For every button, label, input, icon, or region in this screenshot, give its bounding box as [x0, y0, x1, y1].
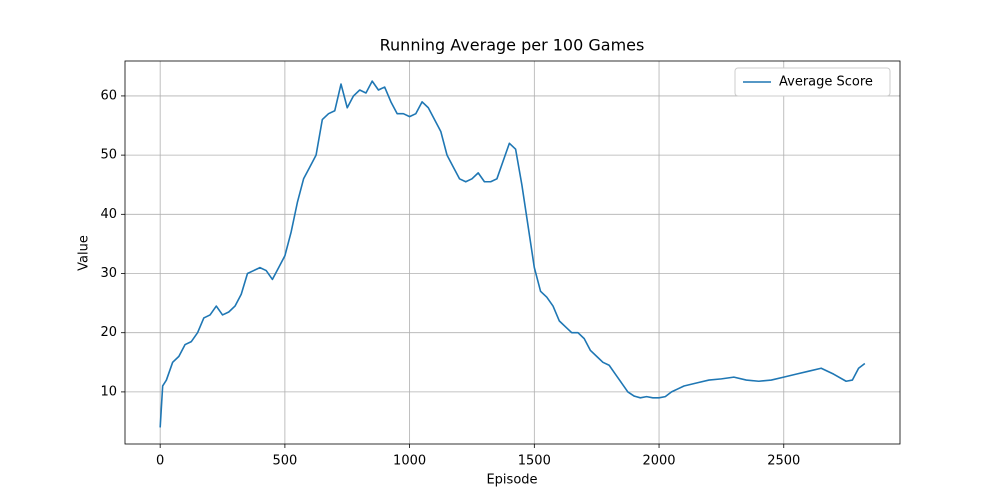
y-tick-label: 40 [100, 207, 117, 222]
y-tick-label: 30 [100, 266, 117, 281]
y-tick-label: 50 [100, 148, 117, 163]
x-tick-label: 1000 [393, 454, 426, 469]
x-axis-label: Episode [486, 473, 537, 488]
x-tick-label: 1500 [518, 454, 551, 469]
line [159, 80, 866, 428]
y-tick-label: 60 [100, 88, 117, 103]
y-tick-label: 20 [100, 325, 117, 340]
x-tick-label: 2000 [642, 454, 675, 469]
y-tick-label: 10 [100, 384, 117, 399]
x-tick-label: 500 [272, 454, 297, 469]
x-tick-label: 2500 [767, 454, 800, 469]
x-tick-label: 0 [156, 454, 164, 469]
legend-label: Average Score [779, 75, 873, 90]
chart-title: Running Average per 100 Games [380, 36, 645, 55]
legend-box [734, 67, 891, 97]
y-axis-label: Value [77, 235, 92, 271]
plot-frame [124, 60, 901, 445]
